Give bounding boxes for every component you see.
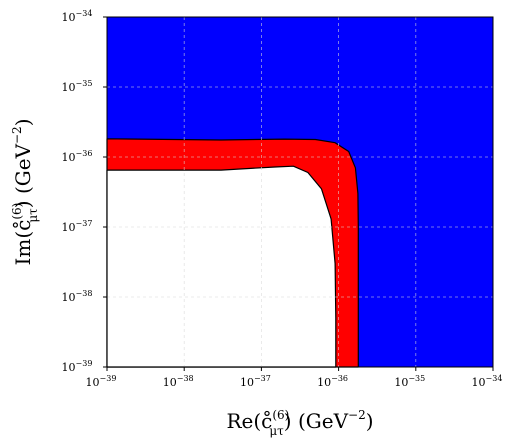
x-axis-label: Re(c̊(6) μτ) (GeV−2) xyxy=(226,408,373,438)
plot-frame xyxy=(106,16,494,368)
y-axis-label-unit: ) (GeV xyxy=(11,143,35,208)
y-axis-label-symbol: c̊ xyxy=(11,220,35,231)
x-axis-ticks: 10−39 10−38 10−37 10−36 10−35 10−34 xyxy=(86,367,503,389)
x-tick-label: 10−37 xyxy=(240,374,271,389)
x-axis-label-unit-exponent: −2 xyxy=(348,408,366,422)
x-tick-label: 10−38 xyxy=(163,374,194,389)
x-axis-label-pre: Re( xyxy=(226,409,261,433)
y-axis-label: Im(c̊(6) μτ) (GeV−2) xyxy=(10,118,40,265)
x-tick-label: 10−35 xyxy=(394,374,425,389)
y-axis-label-pre: Im( xyxy=(11,231,35,266)
allowed-region xyxy=(106,165,337,368)
x-tick-label: 10−39 xyxy=(86,374,117,389)
y-axis-label-subscript: μτ xyxy=(26,208,40,223)
y-axis-label-superscript: (6) xyxy=(10,203,24,220)
x-axis-label-subscript: μτ xyxy=(269,424,284,438)
y-axis-ticks: 10−39 10−38 10−37 10−36 10−35 10−34 xyxy=(62,9,107,374)
x-tick-label: 10−36 xyxy=(317,374,348,389)
y-axis-label-unit-exponent: −2 xyxy=(10,126,24,144)
plot-area xyxy=(106,16,494,368)
y-tick-label: 10−36 xyxy=(62,149,93,164)
x-axis-label-symbol: c̊ xyxy=(261,409,272,433)
x-tick-label: 10−34 xyxy=(472,374,503,389)
y-tick-label: 10−34 xyxy=(62,9,93,24)
x-axis-label-close: ) xyxy=(366,409,374,433)
y-tick-label: 10−37 xyxy=(62,219,93,234)
y-tick-label: 10−35 xyxy=(62,79,93,94)
y-axis-label-close: ) xyxy=(11,118,35,126)
x-axis-label-unit: ) (GeV xyxy=(284,409,349,433)
y-tick-label: 10−39 xyxy=(62,359,93,374)
y-tick-label: 10−38 xyxy=(62,289,93,304)
x-axis-label-superscript: (6) xyxy=(272,408,289,422)
